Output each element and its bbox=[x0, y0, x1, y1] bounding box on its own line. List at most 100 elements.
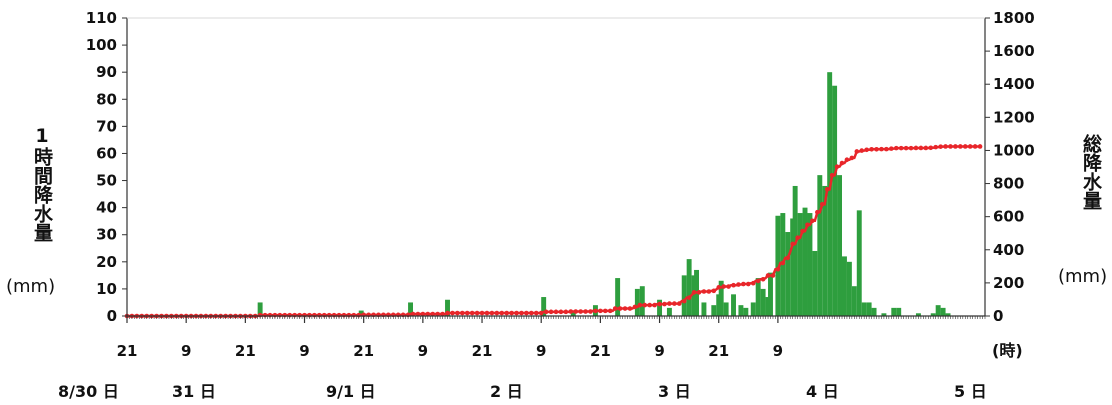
cumulative-point bbox=[681, 298, 687, 304]
cumulative-point bbox=[464, 310, 470, 316]
rain-bar bbox=[718, 280, 724, 316]
right-tick-label: 1800 bbox=[993, 9, 1035, 27]
left-axis-unit: (mm) bbox=[6, 276, 56, 297]
cumulative-point bbox=[731, 282, 736, 288]
x-tick-label: 9 bbox=[773, 342, 783, 360]
cumulative-point bbox=[800, 228, 805, 234]
cumulative-point bbox=[721, 284, 726, 289]
rain-bar bbox=[731, 294, 736, 316]
cumulative-point bbox=[445, 310, 450, 316]
cumulative-point bbox=[750, 280, 756, 286]
cumulative-point bbox=[819, 201, 825, 207]
left-tick-label: 70 bbox=[96, 117, 117, 135]
cumulative-point bbox=[415, 311, 421, 317]
cumulative-point bbox=[795, 235, 800, 240]
rain-bar bbox=[570, 310, 576, 316]
cumulative-point bbox=[760, 276, 766, 282]
cumulative-point bbox=[824, 187, 830, 192]
cumulative-point bbox=[529, 310, 534, 316]
rain-bar bbox=[691, 275, 697, 316]
rain-bar bbox=[541, 297, 547, 316]
right-tick-label: 200 bbox=[993, 274, 1024, 292]
cumulative-point bbox=[420, 311, 426, 317]
left-tick-label: 40 bbox=[96, 199, 117, 217]
hourly-rainfall-bars bbox=[257, 72, 951, 317]
cumulative-point bbox=[494, 310, 500, 316]
rain-bar bbox=[358, 310, 364, 316]
cumulative-point bbox=[652, 302, 657, 308]
rain-bar bbox=[866, 302, 872, 316]
cumulative-point bbox=[884, 146, 889, 152]
cumulative-point bbox=[435, 311, 440, 317]
rain-bar bbox=[915, 313, 921, 316]
x-axis-ticks: 21 9 21 9 21 9 21 9 21 9 21 9 bbox=[117, 316, 986, 360]
rain-bar bbox=[408, 302, 413, 316]
cumulative-point bbox=[953, 144, 958, 149]
rain-bar bbox=[257, 302, 263, 316]
rain-bar bbox=[846, 261, 852, 316]
cumulative-point bbox=[474, 310, 480, 316]
rain-bar bbox=[940, 307, 946, 316]
rain-bar bbox=[817, 175, 823, 316]
cumulative-point bbox=[711, 288, 717, 294]
cumulative-point bbox=[913, 145, 919, 151]
cumulative-point bbox=[864, 147, 869, 153]
cumulative-point bbox=[938, 144, 943, 149]
rain-bar bbox=[807, 213, 813, 316]
cumulative-point bbox=[524, 310, 529, 316]
left-axis-ticks: 0 10 20 30 40 50 60 70 80 90 100 110 bbox=[86, 9, 127, 325]
cumulative-point bbox=[746, 281, 751, 287]
cumulative-point bbox=[805, 222, 810, 228]
cumulative-point bbox=[903, 145, 909, 151]
cumulative-point bbox=[667, 301, 672, 306]
rain-bar bbox=[634, 288, 640, 316]
rain-bar bbox=[760, 288, 766, 316]
cumulative-point bbox=[672, 301, 677, 306]
cumulative-point bbox=[622, 306, 628, 311]
cumulative-point bbox=[647, 302, 652, 308]
rain-bar bbox=[851, 286, 857, 316]
rain-bar bbox=[935, 305, 941, 316]
rain-bar bbox=[701, 302, 707, 316]
left-tick-label: 100 bbox=[86, 36, 117, 54]
rain-bar bbox=[681, 275, 687, 316]
cumulative-point bbox=[578, 309, 583, 314]
cumulative-point bbox=[657, 301, 662, 307]
day-label-5: 5 日 bbox=[954, 382, 987, 401]
rain-bar bbox=[615, 278, 621, 316]
day-label-3: 3 日 bbox=[658, 382, 691, 401]
rain-bar bbox=[657, 299, 663, 316]
rain-bar bbox=[832, 85, 838, 316]
cumulative-point bbox=[603, 308, 608, 314]
cumulative-point bbox=[972, 144, 978, 149]
cumulative-point bbox=[430, 311, 436, 317]
cumulative-point bbox=[834, 164, 840, 169]
x-tick-label: 9 bbox=[418, 342, 428, 360]
day-label-8-30: 8/30 日 bbox=[58, 382, 119, 401]
cumulative-point bbox=[869, 146, 874, 152]
cumulative-point bbox=[637, 302, 643, 308]
cumulative-point bbox=[889, 146, 894, 151]
cumulative-point bbox=[489, 310, 495, 316]
rain-bar bbox=[790, 218, 796, 316]
left-tick-label: 50 bbox=[96, 172, 117, 190]
right-axis-title: 総降水量 bbox=[1080, 134, 1102, 210]
rain-bar bbox=[861, 302, 867, 316]
cumulative-point bbox=[455, 310, 460, 316]
left-tick-label: 60 bbox=[96, 144, 117, 162]
right-tick-label: 1200 bbox=[993, 108, 1035, 126]
x-tick-label: 9 bbox=[299, 342, 309, 360]
cumulative-point bbox=[948, 144, 953, 149]
rain-bar bbox=[750, 302, 756, 316]
rain-bar bbox=[785, 232, 791, 316]
rain-bar bbox=[856, 210, 862, 316]
cumulative-point bbox=[790, 241, 795, 247]
axes bbox=[126, 17, 986, 317]
x-tick-label: 21 bbox=[590, 342, 611, 360]
day-label-4: 4 日 bbox=[806, 382, 839, 401]
rain-bar bbox=[639, 286, 645, 316]
cumulative-point bbox=[933, 144, 938, 150]
left-tick-label: 20 bbox=[96, 253, 117, 271]
cumulative-point bbox=[533, 310, 539, 316]
rain-bar bbox=[723, 302, 729, 316]
